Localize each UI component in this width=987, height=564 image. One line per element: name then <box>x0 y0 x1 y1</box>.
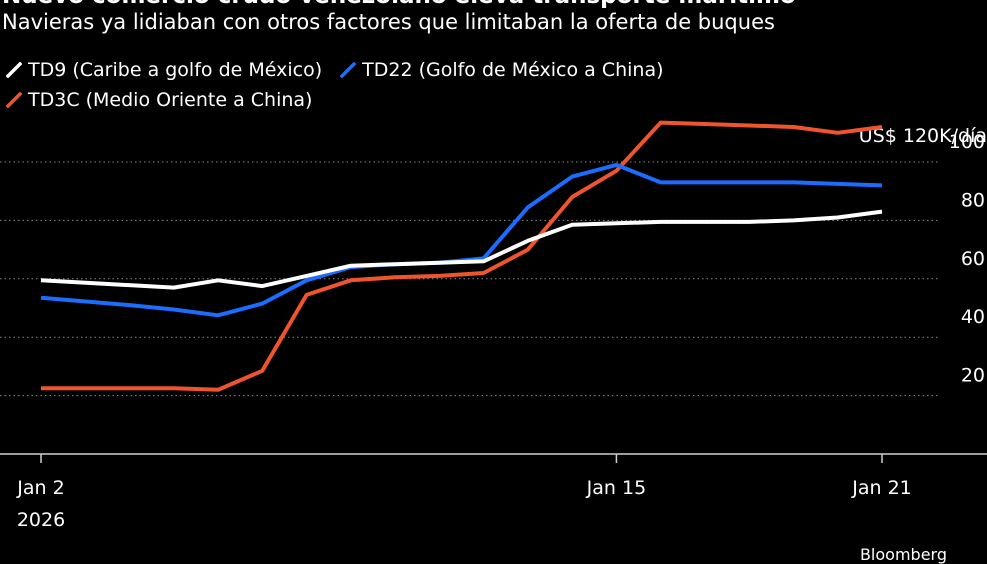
x-tick-label-0-1: 2026 <box>17 509 65 531</box>
grid-layer <box>0 161 940 397</box>
y-tick-label-80: 80 <box>961 189 985 211</box>
chart-title: Nuevo comercio crudo venezolano eleva tr… <box>2 0 796 9</box>
legend-swatch-td9 <box>6 62 22 78</box>
series-line-td9 <box>40 209 883 290</box>
y-tick-label-100: 100 <box>949 131 985 153</box>
legend-label-td22: TD22 (Golfo de México a China) <box>362 59 664 81</box>
chart-subtitle: Navieras ya lidiaban con otros factores … <box>2 10 775 34</box>
y-axis-unit-label: US$ 120K/día <box>858 125 987 147</box>
legend-label-td3c: TD3C (Medio Oriente a China) <box>28 89 313 111</box>
y-tick-label-20: 20 <box>961 365 985 387</box>
series-layer <box>40 120 883 392</box>
y-tick-label-60: 60 <box>961 248 985 270</box>
x-tick-label-0-0: Jan 2 <box>16 477 64 499</box>
x-tick-label-2-0: Jan 21 <box>851 477 912 499</box>
series-line-td22 <box>40 162 883 318</box>
legend-item-td3c: TD3C (Medio Oriente a China) <box>6 89 312 111</box>
legend-swatch-td3c <box>6 92 22 108</box>
legend-row-2: TD3C (Medio Oriente a China) <box>6 89 330 111</box>
y-tick-label-40: 40 <box>961 306 985 328</box>
legend-item-td22: TD22 (Golfo de México a China) <box>340 59 664 81</box>
legend-item-td9: TD9 (Caribe a golfo de México) <box>6 59 322 81</box>
legend-label-td9: TD9 (Caribe a golfo de México) <box>28 59 323 81</box>
legend-row-1: TD9 (Caribe a golfo de México) TD22 (Gol… <box>6 59 682 81</box>
legend-swatch-td9-line <box>6 62 22 78</box>
axis-layer: 20 40 60 80 100 Jan 2 2026 Jan 15 Jan 21 <box>0 131 987 531</box>
legend-swatch-td22-line <box>340 62 357 78</box>
series-line-td3c <box>41 120 883 392</box>
legend-swatch-td22 <box>340 62 357 78</box>
legend-swatch-td3c-line <box>6 92 22 108</box>
x-tick-label-1-0: Jan 15 <box>586 477 647 499</box>
